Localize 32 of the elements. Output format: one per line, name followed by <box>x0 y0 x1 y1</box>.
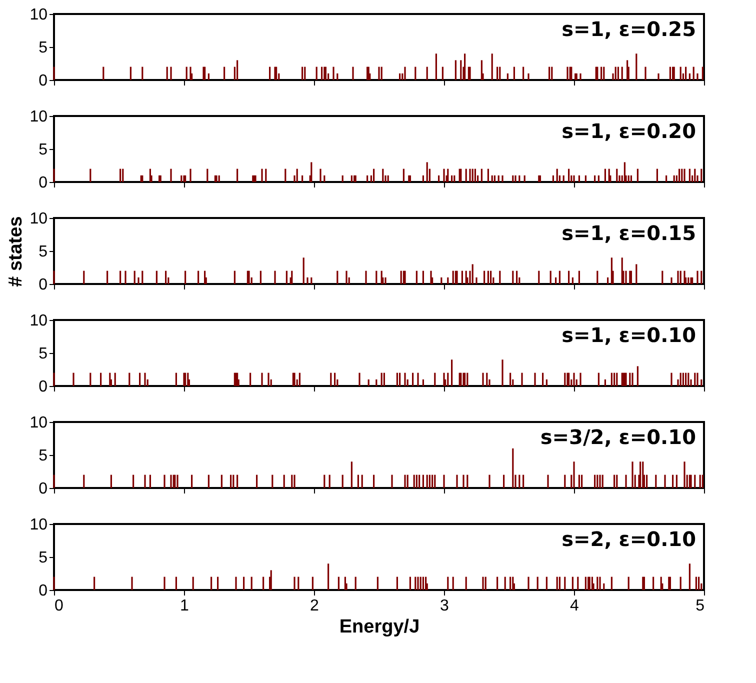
x-tick-label: 0 <box>54 598 64 614</box>
x-tick-label: 3 <box>440 598 450 614</box>
y-tick-label: 5 <box>38 142 48 158</box>
x-tick-label: 1 <box>180 598 190 614</box>
y-tick-label: 10 <box>30 108 48 126</box>
annotation: s=3/2, ε=0.10 <box>540 425 696 449</box>
annotation: s=1, ε=0.25 <box>562 17 696 41</box>
y-tick-label: 5 <box>38 346 48 362</box>
x-tick-label: 4 <box>570 598 580 614</box>
y-tick-label: 0 <box>38 480 48 498</box>
x-tick-label: 5 <box>696 598 705 614</box>
y-tick-label: 10 <box>30 516 48 534</box>
y-tick-label: 0 <box>38 582 48 600</box>
y-tick-label: 0 <box>38 276 48 294</box>
y-tick-label: 5 <box>38 550 48 566</box>
x-tick-label: 2 <box>310 598 320 614</box>
annotation: s=1, ε=0.20 <box>562 119 696 143</box>
y-tick-label: 5 <box>38 40 48 56</box>
y-tick-label: 10 <box>30 6 48 24</box>
y-tick-label: 10 <box>30 414 48 432</box>
y-tick-label: 10 <box>30 312 48 330</box>
y-tick-label: 5 <box>38 244 48 260</box>
x-axis-title: Energy/J <box>339 616 420 638</box>
y-tick-label: 5 <box>38 448 48 464</box>
annotation: s=2, ε=0.10 <box>562 527 696 551</box>
y-tick-label: 0 <box>38 378 48 396</box>
y-axis-title: # states <box>6 216 27 287</box>
y-tick-label: 0 <box>38 72 48 90</box>
annotation: s=1, ε=0.10 <box>562 323 696 347</box>
y-tick-label: 0 <box>38 174 48 192</box>
y-tick-label: 10 <box>30 210 48 228</box>
annotation: s=1, ε=0.15 <box>562 221 696 245</box>
